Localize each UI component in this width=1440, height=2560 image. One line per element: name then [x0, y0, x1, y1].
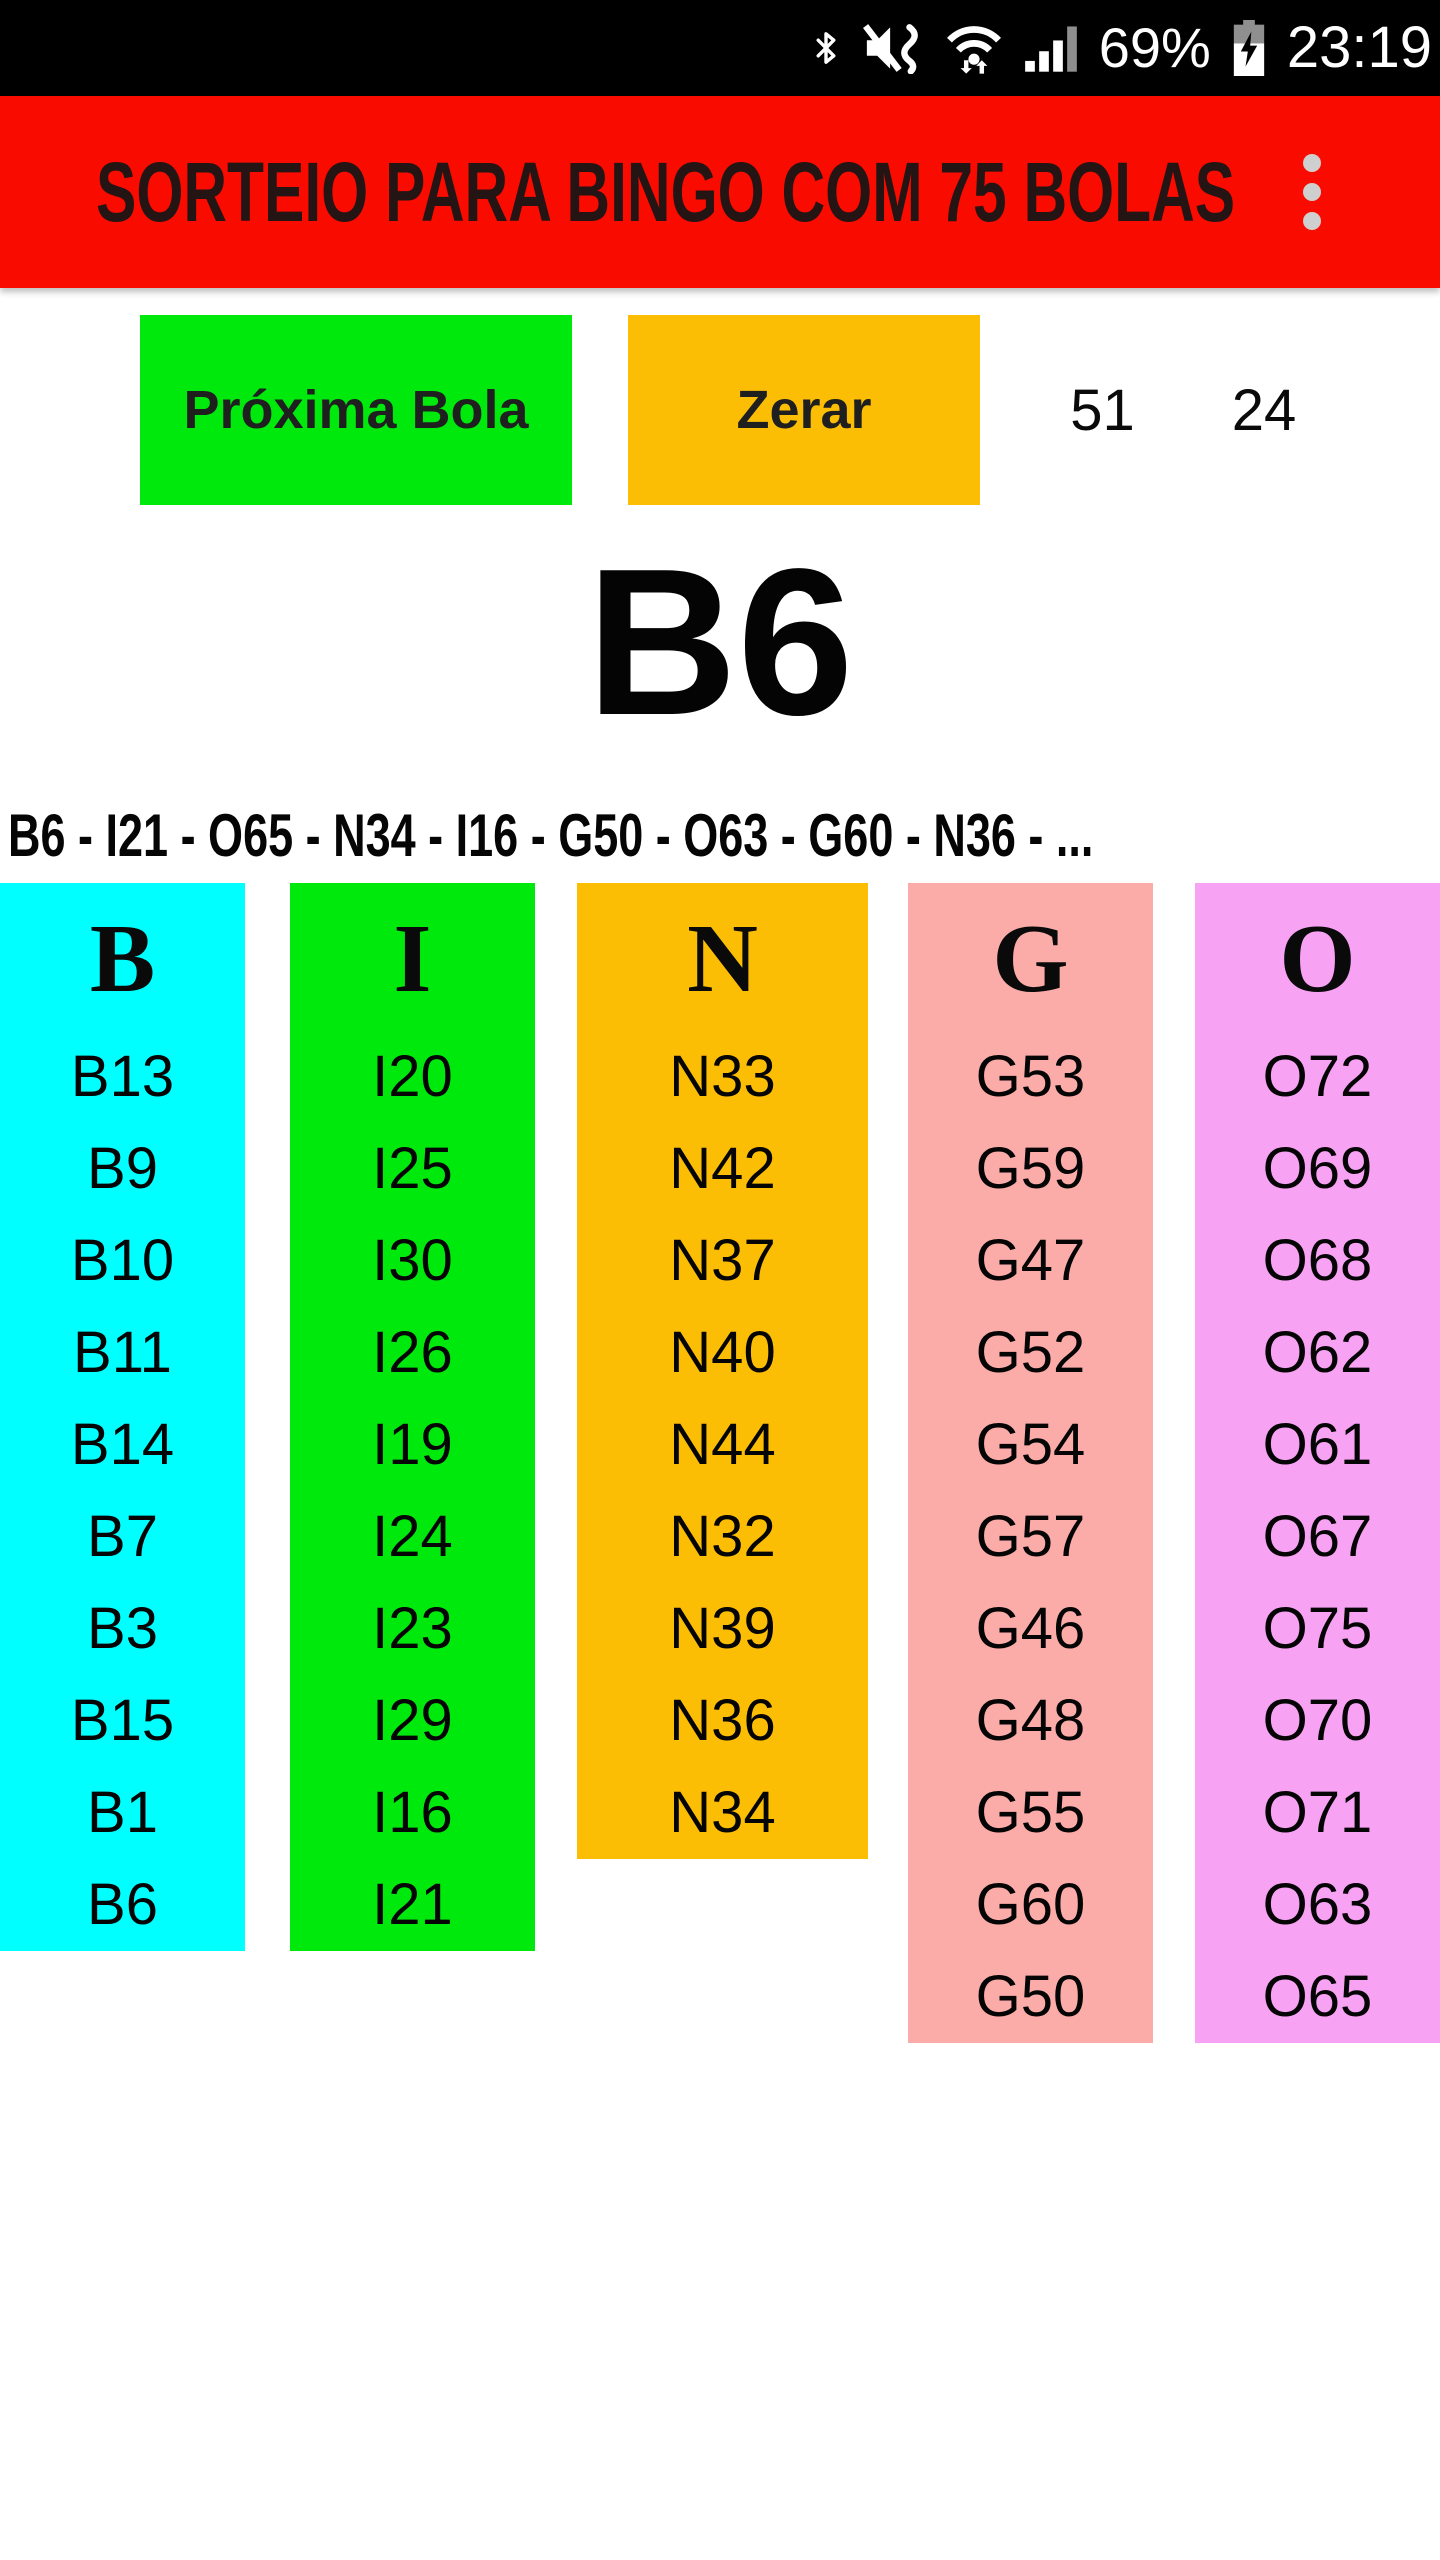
reset-button[interactable]: Zerar — [628, 315, 980, 505]
ball-cell: O68 — [1262, 1228, 1373, 1293]
ball-cell: G47 — [975, 1228, 1086, 1293]
ball-cell: B13 — [70, 1044, 175, 1109]
clock-label: 23:19 — [1286, 15, 1432, 80]
cell-signal-icon — [1023, 22, 1079, 74]
ball-cell: O67 — [1262, 1504, 1373, 1569]
ball-cell: N32 — [669, 1504, 776, 1569]
ball-cell: O61 — [1262, 1412, 1373, 1477]
ball-cell: B15 — [70, 1688, 175, 1753]
ball-cell: B14 — [70, 1412, 175, 1477]
bingo-column-G: G G53 G59 G47 G52 G54 G57 G46 G48 G55 G60 G50 — [908, 883, 1153, 2043]
ball-cell: G52 — [975, 1320, 1086, 1385]
battery-percent-label: 69% — [1098, 16, 1211, 79]
current-ball-label: B6 — [586, 526, 854, 759]
ball-cell: O71 — [1262, 1780, 1373, 1845]
ball-cell: O70 — [1262, 1688, 1373, 1753]
ball-cell: N42 — [669, 1136, 776, 1201]
app-bar: SORTEIO PARA BINGO COM 75 BOLAS — [0, 96, 1440, 288]
ball-cell: I20 — [372, 1044, 453, 1109]
ball-cell: I21 — [372, 1872, 453, 1937]
column-letter: B — [89, 905, 156, 1013]
ball-cell: B10 — [70, 1228, 175, 1293]
ball-cell: G55 — [975, 1780, 1086, 1845]
ball-cell: N33 — [669, 1044, 776, 1109]
ball-cell: B7 — [87, 1504, 158, 1569]
column-letter: I — [393, 905, 432, 1013]
bingo-column-I: I I20 I25 I30 I26 I19 I24 I23 I29 I16 I21 — [290, 883, 535, 1951]
draw-history: B6 - I21 - O65 - N34 - I16 - G50 - O63 -… — [8, 802, 1094, 869]
ball-cell: O75 — [1262, 1596, 1373, 1661]
ball-cell: G50 — [975, 1964, 1086, 2029]
ball-cell: I23 — [372, 1596, 453, 1661]
ball-cell: O65 — [1262, 1964, 1373, 2029]
column-letter: O — [1279, 905, 1356, 1013]
ball-cell: B6 — [87, 1872, 158, 1937]
ball-cell: O63 — [1262, 1872, 1373, 1937]
drawn-count: 51 — [1070, 377, 1135, 443]
ball-cell: I19 — [372, 1412, 453, 1477]
ball-cell: B1 — [87, 1780, 158, 1845]
ball-cell: G54 — [975, 1412, 1086, 1477]
ball-cell: G48 — [975, 1688, 1086, 1753]
ball-cell: N39 — [669, 1596, 776, 1661]
ball-cell: I26 — [372, 1320, 453, 1385]
ball-cell: G53 — [975, 1044, 1086, 1109]
ball-cell: N44 — [669, 1412, 776, 1477]
ball-cell: N40 — [669, 1320, 776, 1385]
ball-cell: G60 — [975, 1872, 1086, 1937]
ball-cell: O69 — [1262, 1136, 1373, 1201]
column-letter: N — [687, 905, 758, 1013]
ball-cell: G46 — [975, 1596, 1086, 1661]
vibrate-mute-icon — [862, 22, 925, 74]
bingo-column-O: O O72 O69 O68 O62 O61 O67 O75 O70 O71 O63 O65 — [1195, 883, 1440, 2043]
bingo-column-B: B B13 B9 B10 B11 B14 B7 B3 B15 B1 B6 — [0, 883, 245, 1951]
bluetooth-icon — [809, 22, 843, 74]
page-title: SORTEIO PARA BINGO COM 75 BOLAS — [96, 144, 1236, 239]
ball-cell: B3 — [87, 1596, 158, 1661]
ball-cell: I25 — [372, 1136, 453, 1201]
ball-cell: I29 — [372, 1688, 453, 1753]
ball-cell: G57 — [975, 1504, 1086, 1569]
ball-cell: O62 — [1262, 1320, 1373, 1385]
ball-cell: N34 — [669, 1780, 776, 1845]
ball-cell: O72 — [1262, 1044, 1373, 1109]
remaining-count: 24 — [1231, 377, 1297, 443]
ball-cell: I24 — [372, 1504, 453, 1569]
ball-cell: N37 — [669, 1228, 776, 1293]
bingo-column-N: N N33 N42 N37 N40 N44 N32 N39 N36 N34 — [577, 883, 868, 1859]
overflow-menu-icon[interactable] — [1280, 144, 1344, 240]
ball-cell: B11 — [73, 1320, 172, 1385]
battery-charging-icon — [1231, 20, 1267, 76]
status-bar: 69% 23:19 — [0, 0, 1440, 96]
wifi-data-icon — [945, 22, 1003, 74]
ball-cell: N36 — [669, 1688, 776, 1753]
ball-cell: I30 — [372, 1228, 453, 1293]
ball-cell: G59 — [975, 1136, 1086, 1201]
ball-cell: B9 — [87, 1136, 158, 1201]
ball-cell: I16 — [372, 1780, 453, 1845]
next-ball-button[interactable]: Próxima Bola — [140, 315, 572, 505]
column-letter: G — [992, 905, 1069, 1013]
